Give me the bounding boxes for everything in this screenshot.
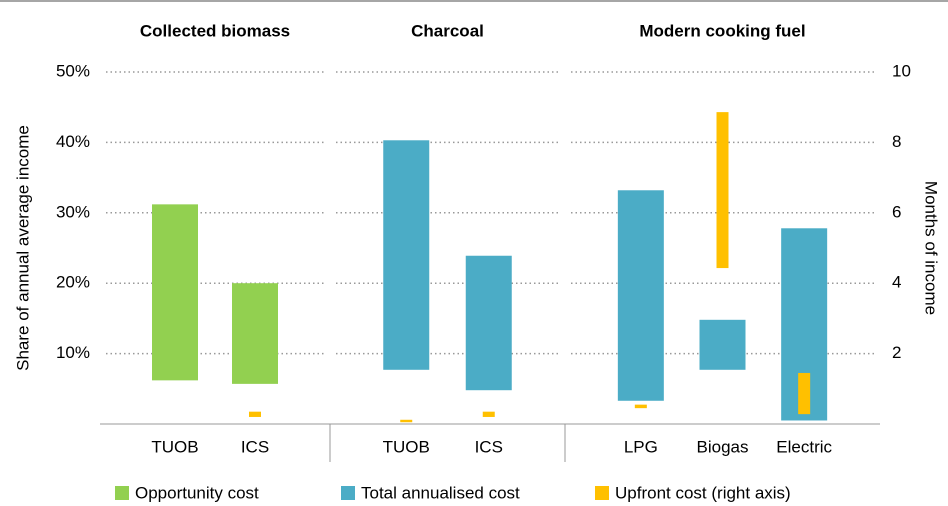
- bar: [699, 319, 746, 370]
- y-tick-label: 50%: [56, 61, 90, 80]
- y2-tick-label: 10: [892, 61, 911, 80]
- y2-tick-label: 2: [892, 343, 901, 362]
- bar: [232, 283, 278, 384]
- legend-swatch: [595, 486, 609, 500]
- bar: [482, 411, 495, 417]
- y-axis-title: Share of annual average income: [13, 125, 32, 371]
- panel-title: Collected biomass: [140, 21, 290, 40]
- bar: [716, 112, 729, 269]
- x-tick-label: Biogas: [697, 437, 749, 456]
- x-tick-label: ICS: [241, 437, 269, 456]
- bar: [465, 255, 512, 391]
- legend-label: Opportunity cost: [135, 483, 259, 502]
- legend-swatch: [115, 486, 129, 500]
- x-tick-label: ICS: [475, 437, 503, 456]
- x-tick-label: LPG: [624, 437, 658, 456]
- bar: [400, 419, 413, 423]
- panel-title: Modern cooking fuel: [639, 21, 805, 40]
- bar: [634, 404, 647, 409]
- x-tick-label: TUOB: [383, 437, 430, 456]
- bar: [617, 190, 664, 401]
- bar: [152, 204, 198, 381]
- y2-tick-label: 6: [892, 202, 901, 221]
- y-tick-label: 10%: [56, 343, 90, 362]
- y-tick-label: 30%: [56, 202, 90, 221]
- y2-tick-label: 8: [892, 132, 901, 151]
- legend-swatch: [341, 486, 355, 500]
- y2-axis-title: Months of income: [922, 181, 941, 315]
- y2-tick-label: 4: [892, 273, 901, 292]
- legend-label: Total annualised cost: [361, 483, 520, 502]
- panel-title: Charcoal: [411, 21, 484, 40]
- x-tick-label: Electric: [776, 437, 832, 456]
- bar: [798, 372, 811, 415]
- bar: [383, 140, 430, 370]
- y-tick-label: 40%: [56, 132, 90, 151]
- bar: [249, 411, 261, 417]
- legend-label: Upfront cost (right axis): [615, 483, 791, 502]
- x-tick-label: TUOB: [151, 437, 198, 456]
- y-tick-label: 20%: [56, 273, 90, 292]
